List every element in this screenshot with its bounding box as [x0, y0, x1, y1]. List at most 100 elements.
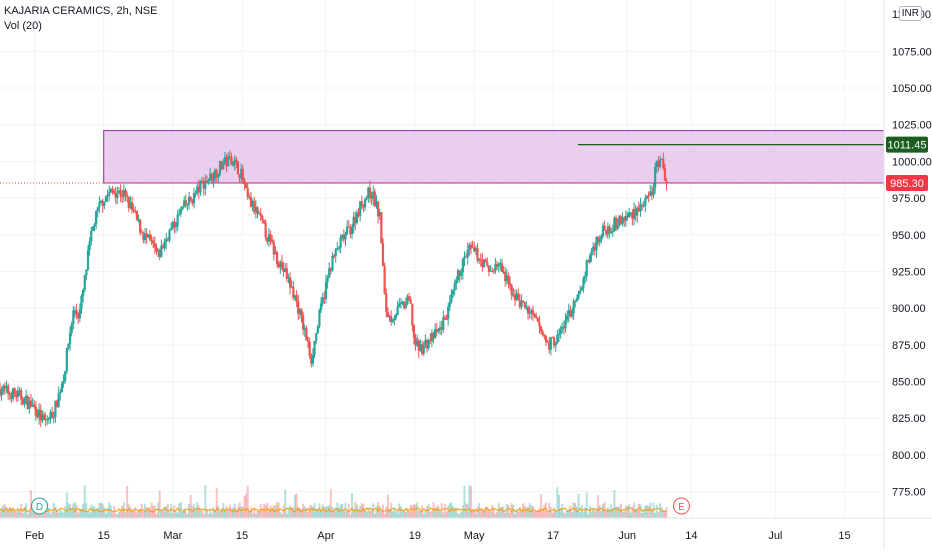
candle-body: [147, 234, 150, 238]
volume-bar: [564, 513, 567, 518]
candle: [217, 173, 220, 183]
volume-bar: [536, 509, 539, 518]
candle-body: [329, 268, 332, 271]
candle-body: [139, 219, 142, 233]
volume-bar: [212, 507, 215, 518]
candle-body: [561, 326, 564, 330]
candle-body: [344, 233, 347, 240]
candle-body: [83, 275, 86, 290]
candle: [34, 401, 37, 421]
candle: [86, 245, 90, 271]
volume-bar: [554, 511, 557, 518]
candle-body: [155, 247, 158, 252]
symbol-title[interactable]: KAJARIA CERAMICS, 2h, NSE: [4, 5, 158, 17]
candle: [450, 289, 453, 304]
candle-body: [160, 245, 163, 258]
volume-bar: [484, 506, 487, 518]
candle: [44, 412, 47, 427]
candle: [223, 151, 227, 165]
volume-bar: [439, 511, 442, 518]
volume-bar: [196, 502, 199, 518]
candle: [166, 236, 169, 242]
candle: [352, 211, 355, 234]
candle: [557, 328, 561, 342]
candle-body: [448, 301, 451, 307]
volume-bar: [219, 512, 222, 518]
volume-bar: [479, 509, 482, 518]
volume-bar: [116, 513, 119, 518]
candle-body: [324, 282, 328, 300]
candle: [575, 294, 579, 303]
candle: [275, 250, 279, 268]
price-badge-bg: [886, 174, 928, 191]
volume-bar: [575, 507, 578, 518]
volume-bar: [657, 512, 660, 518]
candle: [192, 187, 196, 209]
volume-bar: [290, 507, 293, 518]
candle-body: [280, 262, 284, 269]
candle: [228, 150, 231, 160]
candle: [491, 267, 494, 273]
candle-body: [186, 204, 189, 206]
candle: [385, 288, 388, 318]
y-tick-label: 800.00: [892, 450, 926, 462]
candle: [215, 168, 218, 182]
candle-body: [73, 310, 77, 312]
candle-body: [404, 304, 407, 308]
volume-bar: [411, 505, 414, 518]
candle: [104, 195, 108, 203]
candle-body: [500, 263, 504, 273]
candle-body: [256, 207, 259, 214]
candle-body: [282, 268, 285, 273]
x-tick-label: Jun: [618, 530, 636, 542]
candle-body: [354, 216, 357, 224]
volume-bar: [215, 488, 218, 518]
candle-body: [520, 300, 523, 307]
candle: [453, 279, 456, 296]
volume-bar: [611, 507, 614, 518]
candle: [274, 246, 277, 255]
volume-bar: [385, 506, 388, 518]
candle-body: [425, 340, 429, 349]
candle-body: [610, 231, 613, 233]
volume-bar: [44, 511, 47, 518]
currency-badge[interactable]: INR: [898, 6, 922, 21]
volume-bar: [584, 507, 587, 518]
candle-body: [266, 237, 269, 242]
x-tick-label: 14: [685, 530, 697, 542]
candle-body: [68, 332, 72, 344]
candle: [5, 380, 8, 393]
candle-body: [165, 239, 168, 243]
candle: [292, 281, 295, 301]
candle: [585, 259, 588, 282]
candle-body: [225, 156, 228, 167]
candle-body: [192, 193, 196, 204]
x-tick-label: Apr: [317, 530, 334, 542]
volume-indicator-label[interactable]: Vol (20): [4, 20, 42, 32]
volume-bar: [33, 511, 36, 518]
volume-bar: [318, 503, 321, 518]
candle: [556, 330, 559, 345]
volume-bar: [205, 509, 208, 518]
candle-body: [57, 393, 60, 407]
volume-bar: [352, 509, 355, 518]
volume-bar: [316, 508, 319, 518]
volume-bar: [155, 513, 158, 518]
volume-bar: [452, 506, 455, 518]
candle: [507, 272, 510, 289]
candle-body: [90, 230, 93, 242]
volume-bar: [505, 504, 508, 518]
candle-body: [530, 310, 533, 313]
volume-bar: [481, 509, 484, 518]
volume-bar: [525, 507, 528, 518]
candle: [135, 210, 138, 222]
volume-bar: [546, 512, 549, 518]
candle-body: [491, 270, 494, 272]
volume-bar: [293, 494, 296, 518]
candle-body: [244, 184, 248, 189]
candle-body: [368, 187, 372, 197]
volume-bar: [8, 507, 11, 518]
candle-body: [476, 248, 479, 261]
